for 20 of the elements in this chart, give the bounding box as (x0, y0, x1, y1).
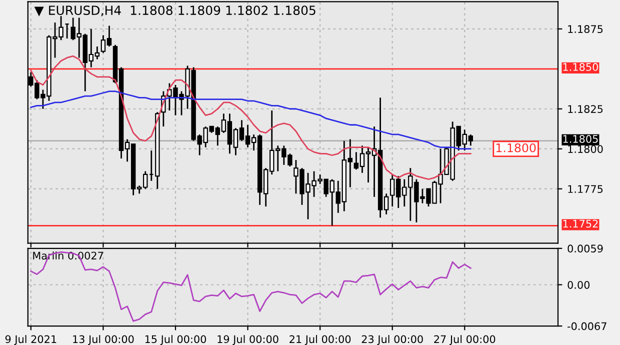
y-tick-label: 1.1800 (568, 145, 603, 153)
x-tick-label: 21 Jul 00:00 (290, 335, 351, 345)
chart-title: ▼ EURUSD,H4 1.1808 1.1809 1.1802 1.1805 (34, 6, 316, 16)
x-tick-label: 9 Jul 2021 (5, 335, 56, 345)
x-tick-label: 19 Jul 00:00 (218, 335, 278, 345)
x-tick-label: 27 Jul 00:00 (434, 335, 496, 345)
y-tick-label: 1.1875 (568, 25, 603, 34)
line-series (30, 251, 472, 322)
ref-line-label: 1.1752 (563, 220, 598, 228)
y-tick-label: 1.1825 (568, 105, 603, 113)
ref-line-label: 1.1805 (563, 135, 598, 143)
ref-line-label: 1.1850 (563, 63, 598, 71)
y-tick-label: 0.00 (568, 280, 590, 289)
annotation: 1.1800 (496, 143, 536, 152)
x-tick-label: 15 Jul 00:00 (145, 335, 206, 345)
y-tick-label: 0.0059 (568, 244, 603, 253)
x-tick-label: 13 Jul 00:00 (73, 335, 134, 345)
y-tick-label: -0.0067 (568, 322, 606, 330)
x-tick-label: 23 Jul 00:00 (362, 335, 423, 345)
y-tick-label: 1.1775 (568, 185, 603, 193)
